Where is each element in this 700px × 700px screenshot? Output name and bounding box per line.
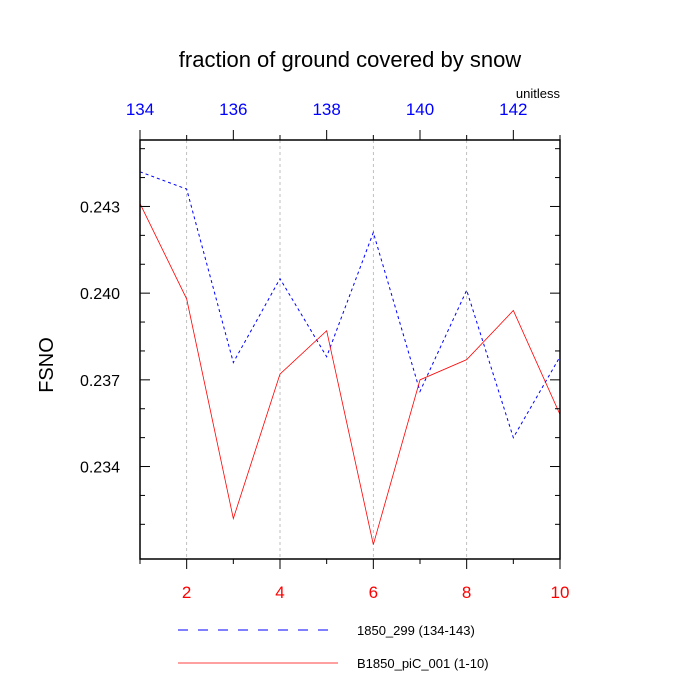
legend: 1850_299 (134-143) B1850_piC_001 (1-10): [178, 623, 489, 671]
series-line-2: [139, 203, 561, 545]
x-bottom-tick-label: 10: [551, 583, 570, 602]
x-bottom-tick-label: 6: [369, 583, 378, 602]
series-line-1: [139, 171, 561, 439]
plot-frame: [139, 139, 561, 560]
x-top-tick-label: 140: [406, 100, 434, 119]
y-tick-label: 0.240: [80, 286, 120, 303]
y-tick-label: 0.234: [80, 460, 120, 477]
x-top-tick-label: 142: [499, 100, 527, 119]
y-tick-label: 0.243: [80, 199, 120, 216]
y-axis-label: FSNO: [36, 337, 58, 393]
x-top-tick-label: 136: [219, 100, 247, 119]
axis-ticks: [139, 130, 561, 569]
series-lines: [139, 171, 561, 545]
tick-labels: 0.234 0.237 0.240 0.243 2 4 6 8 10 134 136 138 140 14…: [80, 100, 570, 602]
legend-label-series-2: B1850_piC_001 (1-10): [357, 656, 489, 671]
x-bottom-tick-label: 4: [275, 583, 284, 602]
x-top-tick-label: 138: [312, 100, 340, 119]
x-bottom-tick-label: 8: [462, 583, 471, 602]
x-bottom-tick-label: 2: [182, 583, 191, 602]
gridlines: [186, 140, 468, 559]
legend-label-series-1: 1850_299 (134-143): [357, 623, 475, 638]
chart-title: fraction of ground covered by snow: [179, 47, 522, 72]
y-tick-label: 0.237: [80, 373, 120, 390]
x-top-tick-label: 134: [126, 100, 154, 119]
units-label: unitless: [516, 86, 561, 101]
